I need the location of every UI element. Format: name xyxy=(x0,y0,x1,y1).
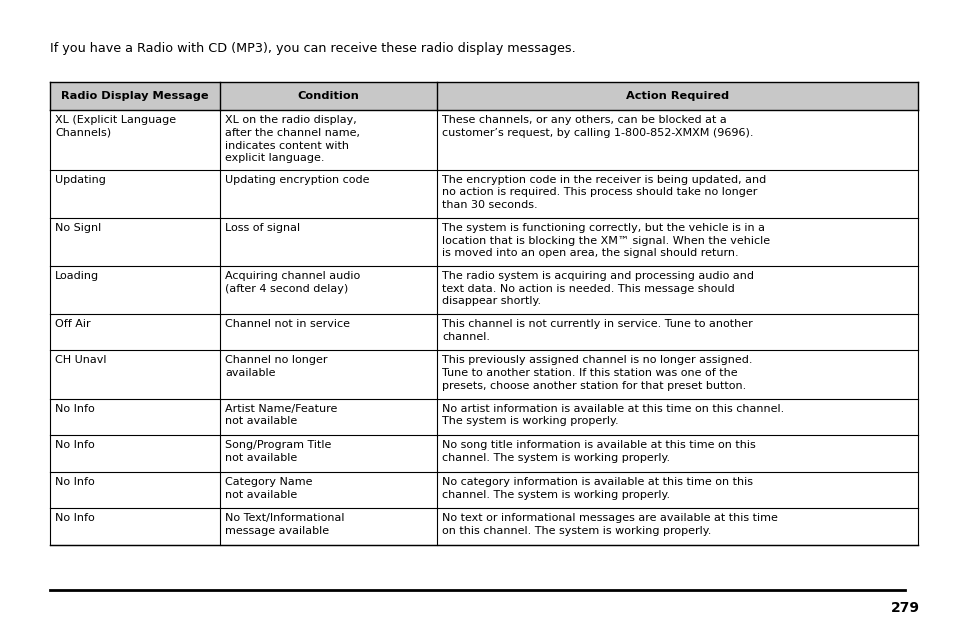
Text: No Info: No Info xyxy=(55,477,94,487)
Text: The system is functioning correctly, but the vehicle is in a
location that is bl: The system is functioning correctly, but… xyxy=(441,223,769,258)
Text: XL on the radio display,
after the channel name,
indicates content with
explicit: XL on the radio display, after the chann… xyxy=(225,115,359,163)
Text: No Info: No Info xyxy=(55,513,94,523)
Text: Updating encryption code: Updating encryption code xyxy=(225,175,369,184)
Text: Off Air: Off Air xyxy=(55,319,91,329)
Text: Song/Program Title
not available: Song/Program Title not available xyxy=(225,440,331,463)
Text: These channels, or any others, can be blocked at a
customer’s request, by callin: These channels, or any others, can be bl… xyxy=(441,115,753,138)
Text: The encryption code in the receiver is being updated, and
no action is required.: The encryption code in the receiver is b… xyxy=(441,175,765,210)
Bar xyxy=(50,82,917,110)
Text: Acquiring channel audio
(after 4 second delay): Acquiring channel audio (after 4 second … xyxy=(225,271,360,294)
Text: No Info: No Info xyxy=(55,440,94,450)
Text: No text or informational messages are available at this time
on this channel. Th: No text or informational messages are av… xyxy=(441,513,777,536)
Text: Updating: Updating xyxy=(55,175,106,184)
Text: Channel not in service: Channel not in service xyxy=(225,319,350,329)
Text: XL (Explicit Language
Channels): XL (Explicit Language Channels) xyxy=(55,115,176,138)
Text: No Text/Informational
message available: No Text/Informational message available xyxy=(225,513,344,536)
Text: CH Unavl: CH Unavl xyxy=(55,356,107,366)
Text: Loss of signal: Loss of signal xyxy=(225,223,300,233)
Text: 279: 279 xyxy=(890,601,919,615)
Text: Radio Display Message: Radio Display Message xyxy=(61,91,209,101)
Text: No song title information is available at this time on this
channel. The system : No song title information is available a… xyxy=(441,440,755,463)
Text: Loading: Loading xyxy=(55,271,99,280)
Text: Artist Name/Feature
not available: Artist Name/Feature not available xyxy=(225,404,337,426)
Text: No artist information is available at this time on this channel.
The system is w: No artist information is available at th… xyxy=(441,404,783,426)
Text: Channel no longer
available: Channel no longer available xyxy=(225,356,327,378)
Text: If you have a Radio with CD (MP3), you can receive these radio display messages.: If you have a Radio with CD (MP3), you c… xyxy=(50,42,576,55)
Text: Action Required: Action Required xyxy=(625,91,728,101)
Text: No Info: No Info xyxy=(55,404,94,413)
Text: This channel is not currently in service. Tune to another
channel.: This channel is not currently in service… xyxy=(441,319,752,342)
Text: No category information is available at this time on this
channel. The system is: No category information is available at … xyxy=(441,477,752,500)
Text: No Signl: No Signl xyxy=(55,223,101,233)
Text: Condition: Condition xyxy=(297,91,359,101)
Text: This previously assigned channel is no longer assigned.
Tune to another station.: This previously assigned channel is no l… xyxy=(441,356,752,391)
Text: Category Name
not available: Category Name not available xyxy=(225,477,313,500)
Text: The radio system is acquiring and processing audio and
text data. No action is n: The radio system is acquiring and proces… xyxy=(441,271,753,307)
